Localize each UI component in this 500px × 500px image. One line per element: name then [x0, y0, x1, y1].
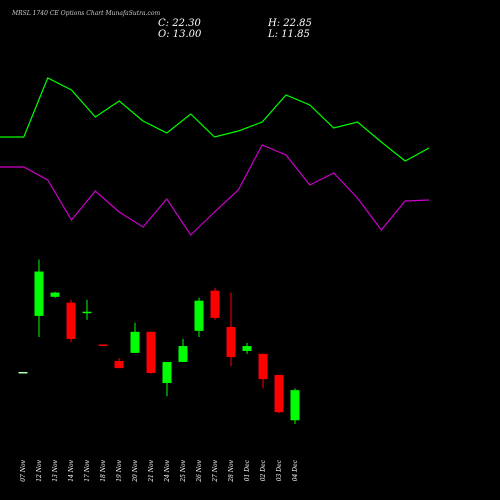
candle-body — [290, 390, 300, 421]
candle-body — [226, 326, 236, 358]
candle-body — [130, 331, 140, 353]
x-tick-label: 03 Dec — [276, 459, 283, 481]
candle-body — [146, 331, 156, 373]
candle-body — [98, 344, 108, 346]
candle-body — [194, 300, 204, 331]
chart-title: MRSL 1740 CE Options Chart MunafaSutra.c… — [11, 10, 160, 17]
x-tick-label: 12 Nov — [36, 459, 43, 481]
x-tick-label: 14 Nov — [68, 459, 75, 481]
candle-body — [162, 361, 172, 384]
x-tick-label: 13 Nov — [52, 459, 59, 481]
x-tick-label: 25 Nov — [180, 459, 187, 482]
candle-body — [82, 311, 92, 314]
x-tick-label: 28 Nov — [228, 459, 235, 482]
x-tick-label: 27 Nov — [212, 459, 219, 482]
open-label: O: 13.00 — [158, 29, 202, 40]
candle-body — [258, 353, 268, 380]
x-tick-label: 04 Dec — [292, 459, 299, 481]
candle-body — [242, 346, 252, 351]
candle-body — [210, 290, 220, 318]
indicator-line — [0, 144, 430, 236]
candle-body — [114, 360, 124, 369]
candle-body — [50, 292, 60, 297]
low-label: L: 11.85 — [267, 29, 310, 40]
x-tick-label: 01 Dec — [244, 459, 251, 481]
x-tick-label: 19 Nov — [116, 459, 123, 481]
close-label: C: 22.30 — [158, 18, 201, 29]
candle-body — [274, 374, 284, 413]
candle-body — [18, 371, 28, 374]
x-tick-label: 24 Nov — [164, 459, 171, 482]
x-tick-label: 07 Nov — [20, 459, 27, 481]
x-tick-label: 18 Nov — [100, 459, 107, 481]
candle-body — [66, 302, 76, 339]
x-tick-label: 20 Nov — [132, 459, 139, 482]
candle-body — [34, 271, 44, 316]
high-label: H: 22.85 — [267, 18, 312, 29]
x-tick-label: 21 Nov — [148, 459, 155, 482]
candle-body — [178, 346, 188, 362]
x-tick-label: 02 Dec — [260, 459, 267, 481]
x-tick-label: 17 Nov — [84, 459, 91, 481]
indicator-line — [0, 77, 430, 162]
x-tick-label: 26 Nov — [196, 459, 203, 482]
